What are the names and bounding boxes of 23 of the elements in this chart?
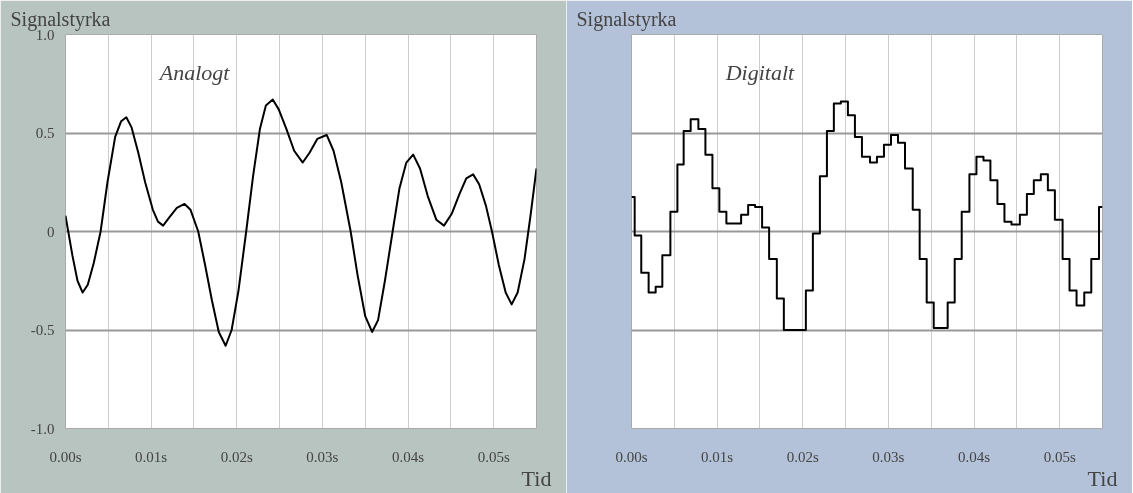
x-tick-label: 0.04s	[958, 448, 991, 465]
x-tick-label: 0.03s	[306, 448, 339, 465]
annotation: Digitalt	[724, 59, 796, 85]
x-tick-label: 0.00s	[615, 448, 648, 465]
x-tick-label: 0.03s	[872, 448, 905, 465]
y-tick-label: 0	[47, 223, 55, 240]
x-tick-label: 0.01s	[701, 448, 734, 465]
y-tick-label: -0.5	[30, 322, 55, 338]
annotation: Analogt	[157, 59, 231, 85]
x-tick-label: 0.02s	[220, 448, 253, 465]
x-tick-label: 0.05s	[477, 448, 510, 465]
y-tick-label: 0.5	[35, 125, 55, 141]
line-series	[65, 98, 537, 347]
x-axis-title: Tid	[1087, 465, 1118, 491]
x-axis-title: Tid	[521, 465, 552, 491]
x-tick-label: 0.04s	[392, 448, 425, 465]
y-axis-title: Signalstyrka	[576, 7, 677, 31]
y-axis-title: Signalstyrka	[10, 7, 111, 31]
x-tick-label: 0.00s	[49, 448, 82, 465]
x-tick-label: 0.05s	[1043, 448, 1076, 465]
y-tick-label: -1.0	[30, 420, 55, 437]
x-tick-label: 0.02s	[786, 448, 819, 465]
x-tick-label: 0.01s	[135, 448, 168, 465]
